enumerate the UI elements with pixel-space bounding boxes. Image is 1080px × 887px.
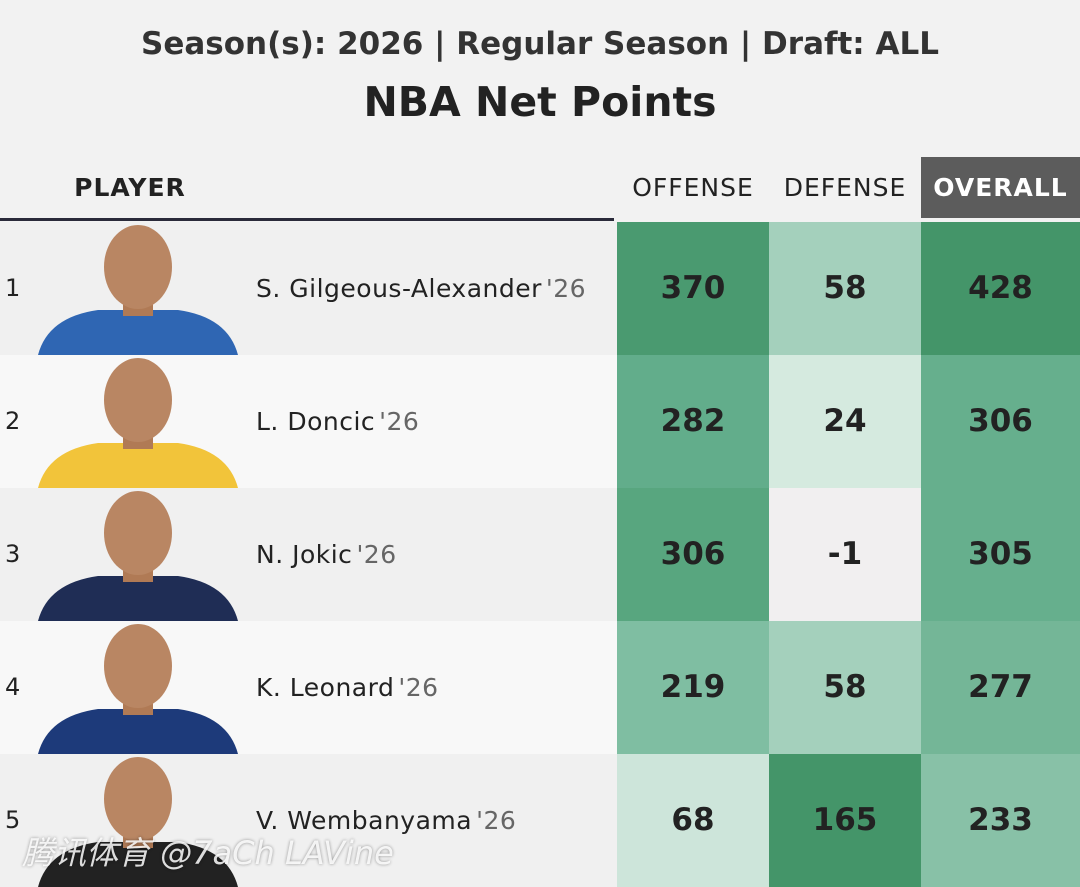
overall-cell: 277 [921,621,1080,754]
season: '26 [476,806,517,835]
player-name: K. Leonard '26 [256,621,439,754]
player: L. Doncic [256,407,376,436]
column-header: DEFENSE [783,173,907,202]
offense-cell: 370 [617,222,769,355]
column-header: PLAYER [74,173,186,202]
offense-cell: 282 [617,355,769,488]
table-row: 2 L. Doncic '26 282 24 306 [0,355,1080,488]
season: '26 [545,274,587,303]
player: N. Jokic [256,540,353,569]
overall-cell: 233 [921,754,1080,887]
table-row: 4 K. Leonard '26 219 58 277 [0,621,1080,754]
player: V. Wembanyama [256,806,473,835]
table-row: 3 N. Jokic '26 306 -1 305 [0,488,1080,621]
defense-cell: 165 [769,754,921,887]
player-name: V. Wembanyama '26 [256,754,516,887]
season: '26 [356,540,397,569]
overall-cell: 305 [921,488,1080,621]
defense-cell: 24 [769,355,921,488]
title: NBA Net Points [363,78,717,126]
player: S. Gilgeous-Alexander [256,274,542,303]
defense-cell: -1 [769,488,921,621]
watermark: 腾讯体育 @7aCh LAVine [22,834,394,872]
player: K. Leonard [256,673,395,702]
header-rule [0,218,614,221]
rank: 2 [5,407,21,435]
table-row: 5 V. Wembanyama '26 68 165 233 [0,754,1080,887]
column-header: OFFENSE [632,173,754,202]
player-photo [38,491,238,621]
table-row: 1 S. Gilgeous-Alexander '26 370 58 428 [0,222,1080,355]
rank: 4 [5,673,21,701]
player-name: L. Doncic '26 [256,355,419,488]
player-photo [38,757,238,887]
player-name: N. Jokic '26 [256,488,397,621]
rank: 1 [5,274,21,302]
column-header: OVERALL [921,157,1080,218]
player-name: S. Gilgeous-Alexander '26 [256,222,586,355]
defense-cell: 58 [769,621,921,754]
player-photo [38,624,238,754]
overall-cell: 306 [921,355,1080,488]
rank: 3 [5,540,21,568]
offense-cell: 219 [617,621,769,754]
overall-cell: 428 [921,222,1080,355]
defense-cell: 58 [769,222,921,355]
offense-cell: 68 [617,754,769,887]
season: '26 [398,673,439,702]
season: '26 [379,407,420,436]
player-photo [38,225,238,355]
player-photo [38,358,238,488]
rank: 5 [5,806,21,834]
subtitle: Season(s): 2026 | Regular Season | Draft… [141,26,939,62]
offense-cell: 306 [617,488,769,621]
